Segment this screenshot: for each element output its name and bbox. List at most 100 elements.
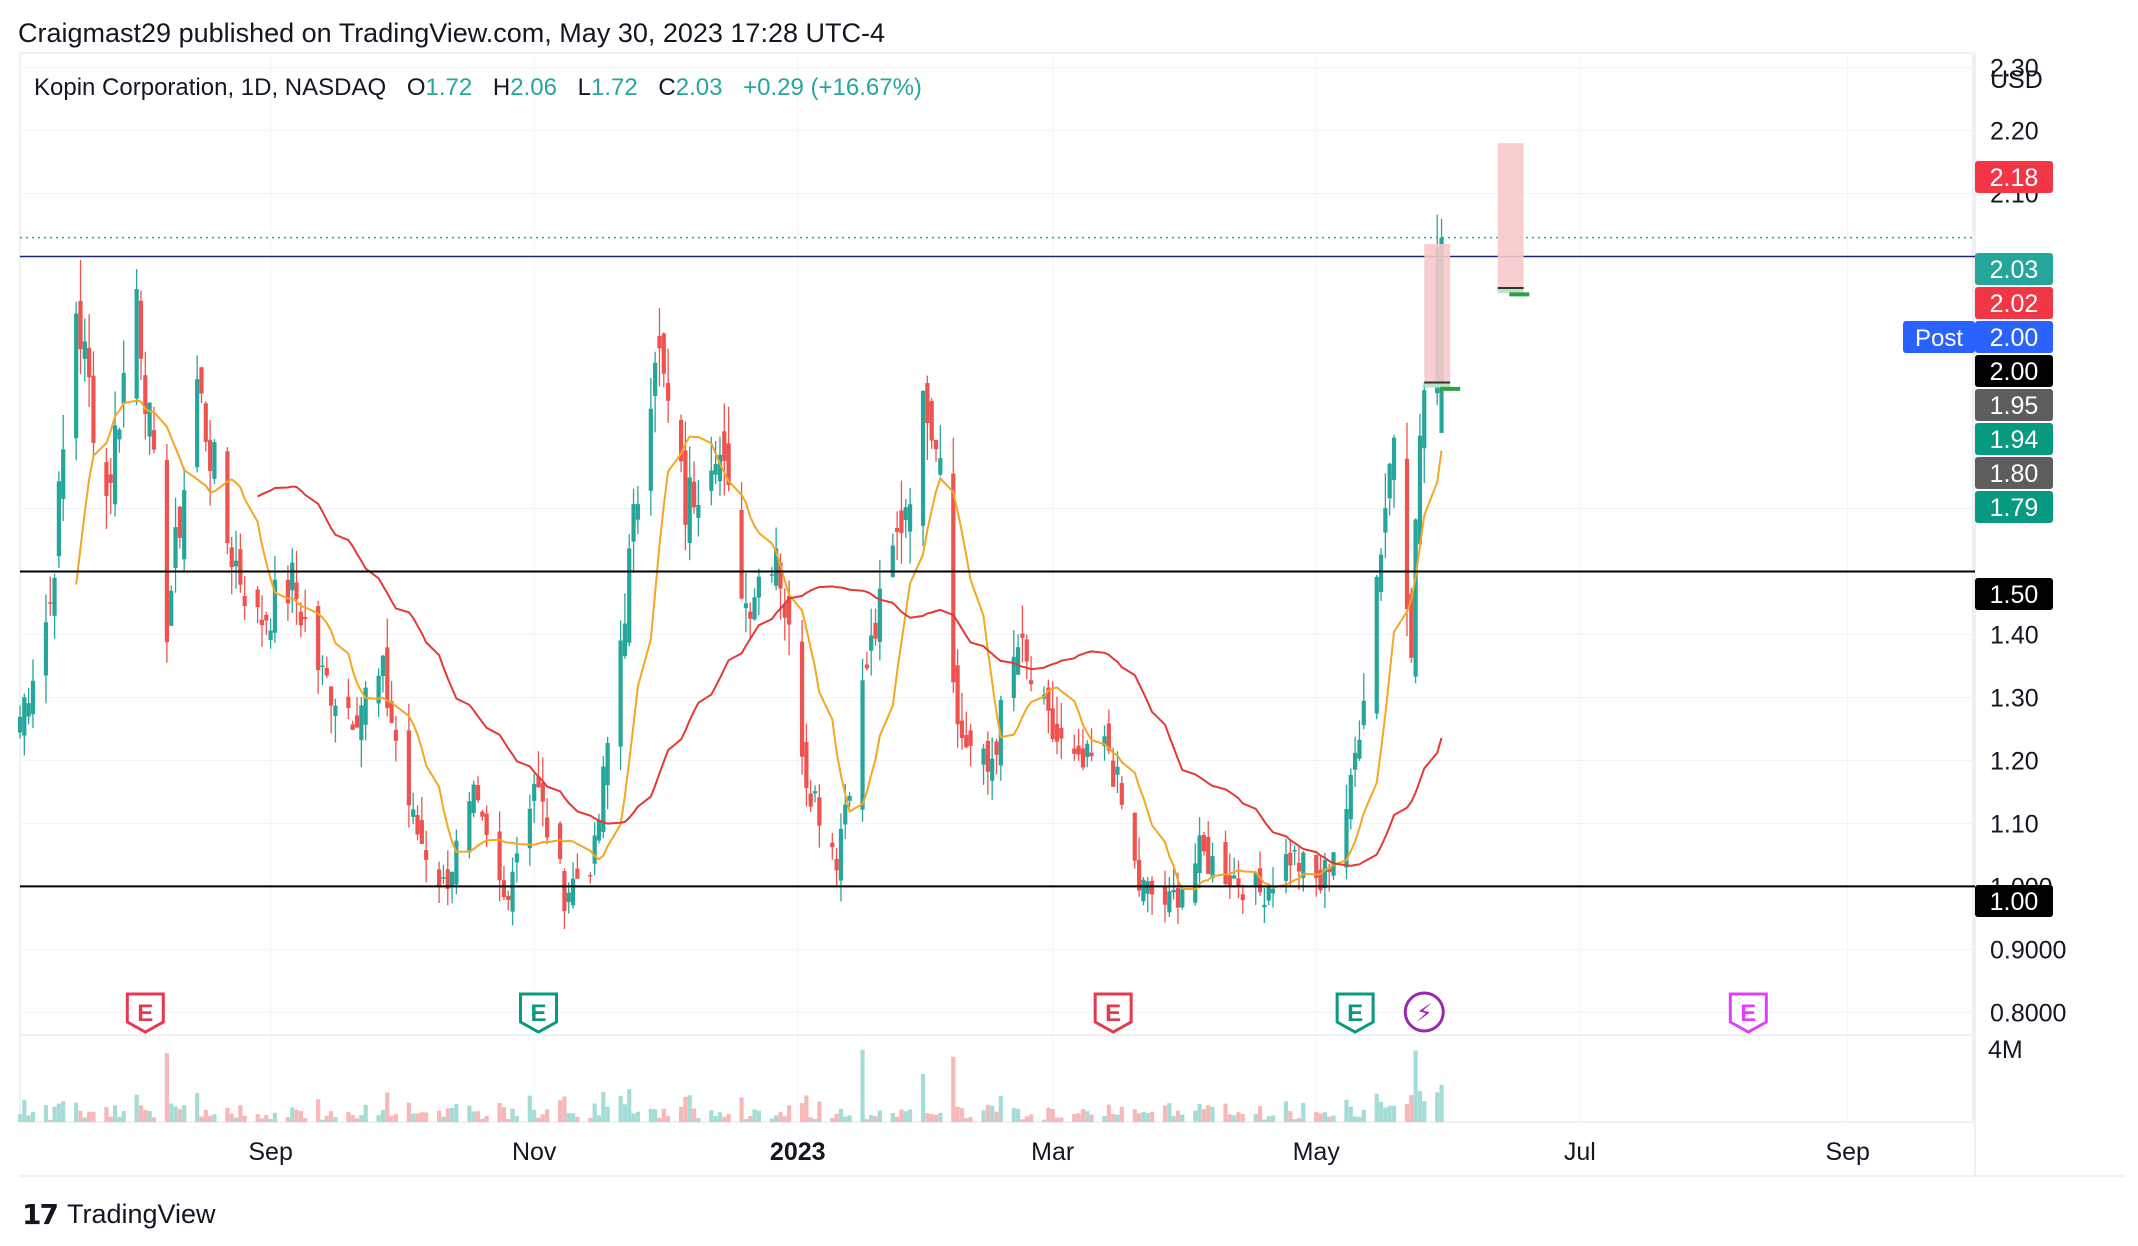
- volume-bar: [929, 1114, 934, 1122]
- candle-body: [1387, 463, 1392, 499]
- candle-body: [1288, 852, 1293, 866]
- candle-body: [48, 602, 53, 604]
- candle-body: [1111, 760, 1116, 787]
- close-label: C: [658, 74, 676, 101]
- volume-bar: [1391, 1105, 1397, 1122]
- volume-bar: [678, 1106, 684, 1122]
- candle-body: [17, 716, 23, 733]
- volume-bar: [981, 1110, 986, 1122]
- volume-bar: [1145, 1112, 1150, 1122]
- volume-bar: [1353, 1116, 1358, 1122]
- volume-bar: [514, 1115, 519, 1122]
- candle-body: [195, 379, 200, 468]
- tradingview-brand[interactable]: 17 TradingView: [22, 1198, 216, 1231]
- earnings-event-letter: E: [530, 1000, 546, 1027]
- volume-bar: [1210, 1106, 1215, 1122]
- candle-body: [631, 503, 636, 542]
- volume-bar: [406, 1102, 411, 1122]
- volume-bar: [562, 1096, 567, 1122]
- candle-body: [817, 797, 822, 826]
- volume-bar: [748, 1115, 753, 1122]
- volume-bar: [484, 1115, 489, 1122]
- volume-bar: [1119, 1106, 1124, 1122]
- volume-bar: [570, 1113, 576, 1122]
- candle-body: [864, 664, 869, 669]
- candle-body: [151, 430, 157, 450]
- volume-bar: [903, 1111, 908, 1122]
- volume-bar: [1283, 1101, 1289, 1122]
- candle-body: [1020, 633, 1025, 638]
- candle-body: [596, 820, 602, 841]
- candle-body: [264, 614, 269, 621]
- volume-bar: [964, 1118, 969, 1122]
- candle-body: [812, 791, 818, 794]
- candle-body: [1059, 727, 1064, 739]
- candle-body: [285, 579, 290, 604]
- candle-body: [514, 853, 519, 863]
- volume-bar: [1132, 1109, 1137, 1122]
- candle-body: [1357, 739, 1362, 759]
- volume-bar: [877, 1110, 882, 1122]
- volume-bar: [1413, 1050, 1418, 1122]
- candle-body: [501, 880, 507, 898]
- candle-body: [743, 603, 748, 609]
- volume-bar: [1011, 1108, 1016, 1122]
- candle-body: [164, 459, 170, 643]
- candle-body: [1374, 576, 1379, 714]
- volume-bar: [1041, 1119, 1047, 1122]
- volume-bar: [298, 1111, 303, 1122]
- candle-body: [1115, 766, 1120, 775]
- candle-body: [696, 504, 701, 518]
- candle-body: [441, 877, 446, 879]
- volume-bar: [808, 1117, 813, 1122]
- candle-body: [1175, 888, 1181, 908]
- candle-body: [1270, 888, 1276, 894]
- candle-body: [134, 288, 139, 399]
- volume-bar: [1232, 1115, 1237, 1122]
- candle-body: [1404, 458, 1410, 609]
- candle-body: [1050, 708, 1055, 740]
- volume-bar: [48, 1119, 53, 1122]
- volume-bar: [294, 1109, 299, 1122]
- volume-bar: [1016, 1109, 1021, 1122]
- candle-body: [320, 665, 325, 668]
- candle-body: [843, 804, 848, 825]
- price-label-text: 1.50: [1990, 581, 2039, 609]
- volume-bar: [449, 1107, 455, 1122]
- candle-body: [847, 795, 852, 801]
- price-label-badge: [1975, 491, 2053, 523]
- volume-bar: [359, 1114, 364, 1122]
- volume-bar: [272, 1112, 278, 1122]
- earnings-event-icon: [518, 992, 558, 1034]
- price-label-text: 1.80: [1990, 460, 2039, 488]
- candle-body: [1171, 889, 1176, 893]
- volume-bar: [143, 1109, 148, 1122]
- volume-bar: [17, 1114, 23, 1122]
- candle-body: [860, 680, 865, 810]
- candle-body: [350, 724, 355, 730]
- candle-body: [510, 871, 515, 912]
- volume-bar: [1257, 1106, 1263, 1122]
- candle-body: [1054, 723, 1060, 742]
- volume-bar: [860, 1049, 865, 1122]
- volume-bar: [596, 1115, 602, 1122]
- volume-bar: [225, 1107, 230, 1122]
- candle-body: [739, 509, 744, 599]
- candle-body: [229, 547, 234, 568]
- candle-body: [601, 766, 606, 832]
- volume-bar: [994, 1111, 999, 1122]
- plot-frame: [19, 52, 1974, 1123]
- candle-body: [566, 892, 571, 903]
- candle-body: [212, 442, 217, 479]
- price-label-text: 2.00: [1990, 358, 2039, 386]
- price-label-text: 2.00: [1990, 324, 2039, 352]
- volume-bar: [437, 1110, 442, 1122]
- position-reward-strip: [1424, 383, 1451, 388]
- volume-bar: [117, 1116, 122, 1122]
- candle-body: [363, 687, 368, 725]
- price-label-badge: [1975, 287, 2053, 319]
- volume-bar: [61, 1101, 66, 1122]
- volume-bar: [1089, 1114, 1094, 1122]
- candle-body: [1089, 752, 1094, 757]
